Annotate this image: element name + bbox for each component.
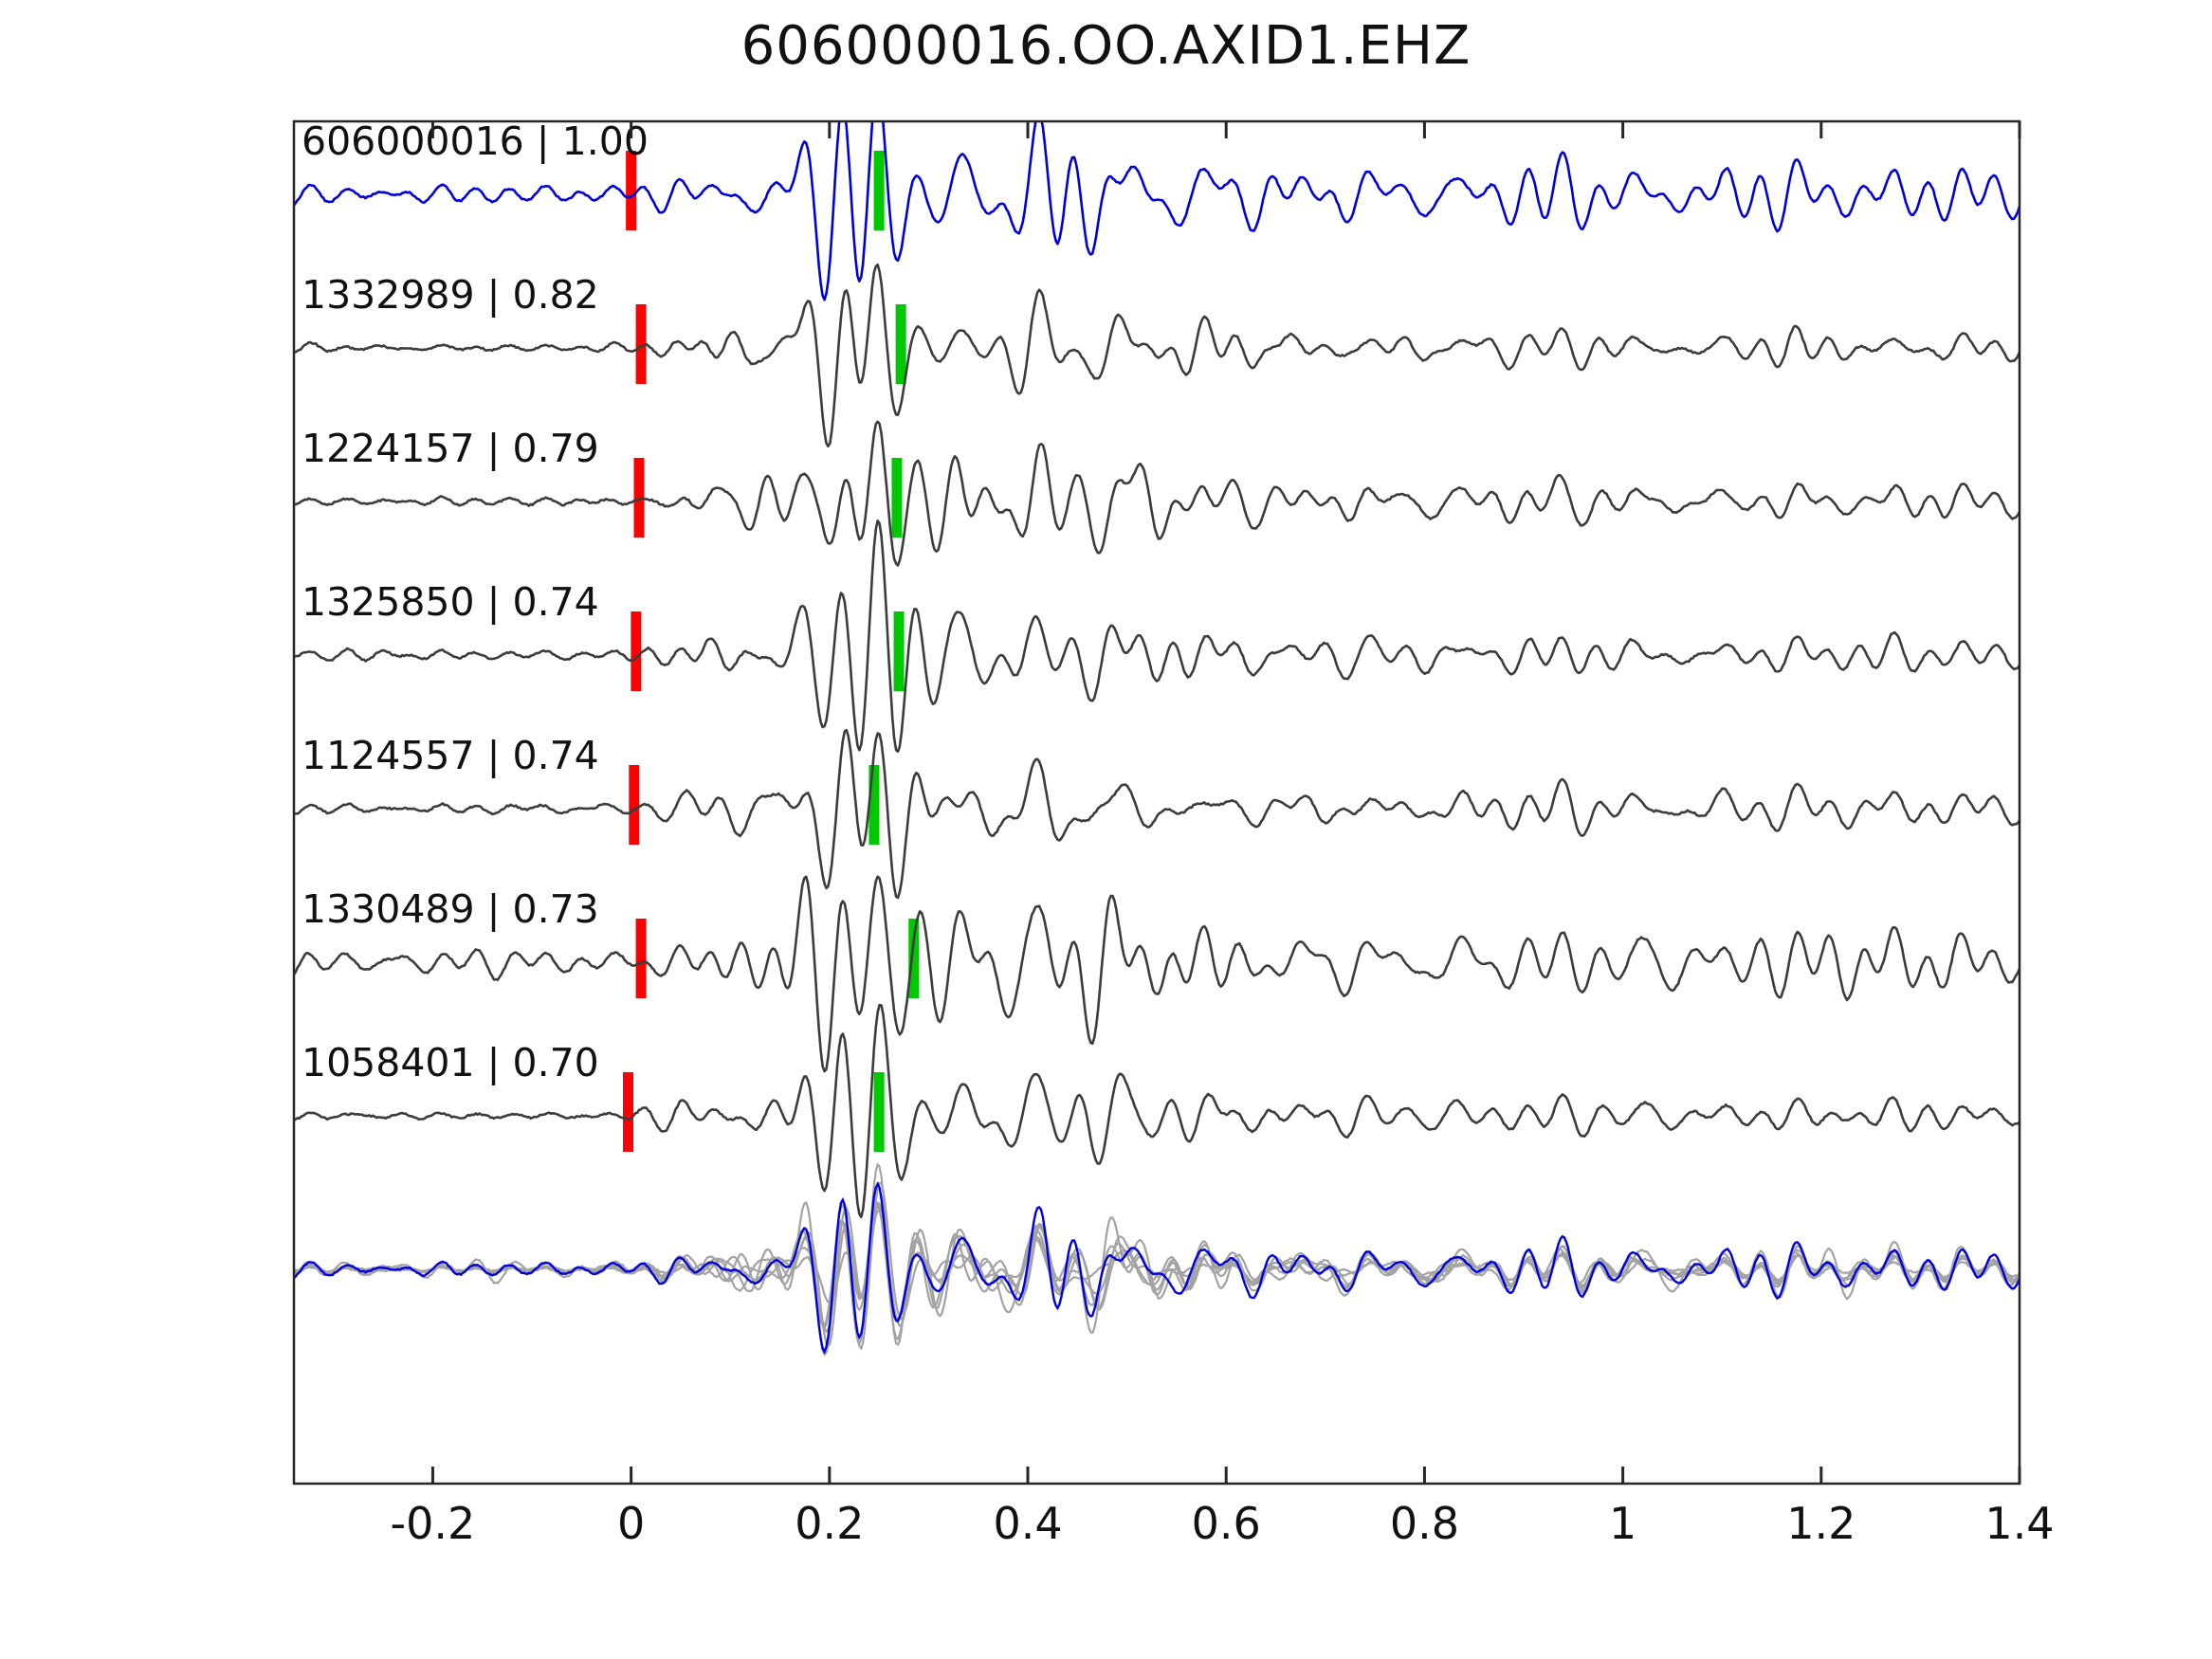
trace-label: 606000016 | 1.00 — [302, 118, 649, 164]
trace-label: 1058401 | 0.70 — [302, 1040, 599, 1085]
green-pick-marker — [873, 151, 885, 230]
detection-trace — [294, 875, 2020, 1073]
green-pick-marker — [893, 611, 905, 691]
red-pick-marker — [635, 919, 647, 998]
overlay-detection-trace — [294, 1181, 2020, 1351]
detection-trace — [294, 520, 2020, 754]
green-pick-marker — [873, 1072, 885, 1152]
x-tick-label: 0.2 — [795, 1498, 864, 1549]
detection-trace — [294, 420, 2020, 567]
green-pick-marker — [908, 919, 920, 998]
trace-label: 1124557 | 0.74 — [302, 733, 599, 778]
detection-trace — [294, 1003, 2020, 1219]
overlay-detection-trace — [294, 1200, 2020, 1357]
x-tick-label: 0.6 — [1192, 1498, 1261, 1549]
trace-label: 1224157 | 0.79 — [302, 426, 599, 471]
green-pick-marker — [891, 458, 903, 538]
green-pick-marker — [868, 765, 880, 845]
trace-label: 1332989 | 0.82 — [302, 272, 599, 318]
red-pick-marker — [626, 151, 637, 230]
x-tick-label: 1.4 — [1984, 1498, 2054, 1549]
detection-trace — [294, 728, 2020, 900]
x-tick-label: 0.8 — [1390, 1498, 1459, 1549]
x-tick-label: 0 — [617, 1498, 645, 1549]
detection-trace — [294, 263, 2020, 448]
x-tick-label: 1.2 — [1786, 1498, 1856, 1549]
plot-border — [292, 119, 2021, 1486]
green-pick-marker — [895, 304, 906, 384]
template-trace — [294, 121, 2020, 301]
x-tick-label: 0.4 — [993, 1498, 1062, 1549]
trace-label: 1330489 | 0.73 — [302, 886, 599, 932]
chart-title: 606000016.OO.AXID1.EHZ — [740, 15, 1472, 77]
red-pick-marker — [635, 304, 647, 384]
x-tick-label: 1 — [1609, 1498, 1636, 1549]
red-pick-marker — [622, 1072, 633, 1152]
overlay-template-trace — [294, 1181, 2020, 1355]
red-pick-marker — [633, 458, 645, 538]
trace-label: 1325850 | 0.74 — [302, 579, 599, 625]
red-pick-marker — [631, 611, 642, 691]
x-tick-label: -0.2 — [391, 1498, 476, 1549]
red-pick-marker — [629, 765, 640, 845]
